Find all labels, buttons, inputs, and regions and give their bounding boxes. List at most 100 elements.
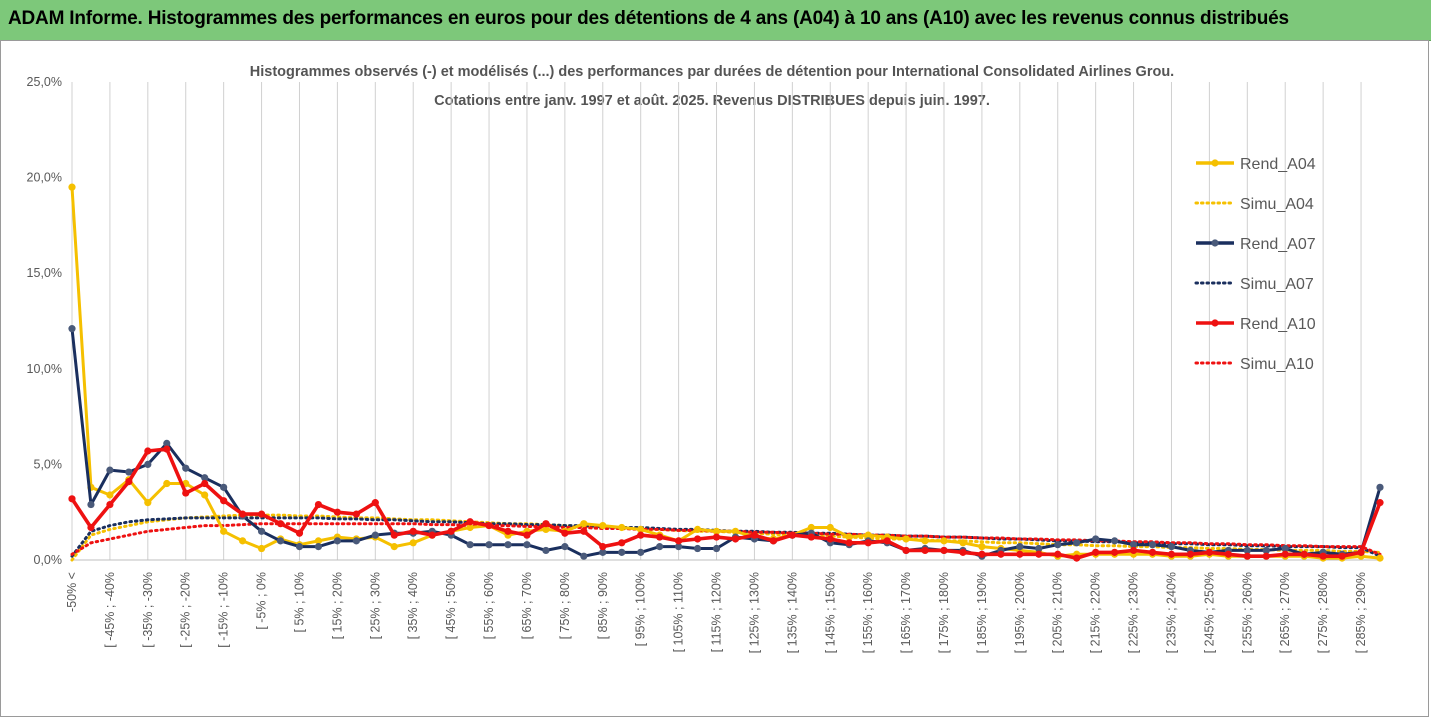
x-tick-label: [ 265% ; 270% [1278, 572, 1292, 653]
data-point [201, 479, 209, 488]
x-tick-label: [ 155% ; 160% [861, 572, 875, 653]
data-point [712, 533, 721, 541]
data-point [409, 539, 417, 547]
data-point [921, 537, 929, 545]
data-point [1035, 550, 1043, 558]
data-point [257, 544, 266, 553]
data-point [447, 527, 455, 535]
data-point [314, 500, 323, 509]
data-point [580, 527, 588, 535]
data-point [1262, 546, 1270, 555]
legend-marker [1211, 159, 1219, 167]
data-point [731, 535, 740, 543]
x-axis-ticks: -50% < [ -45% ; -40% [ -35% ; -30% [ -25% ;… [65, 572, 1368, 653]
legend-label: Simu_A10 [1240, 356, 1314, 373]
data-point [257, 527, 266, 535]
x-tick-label: [ -45% ; -40% [103, 572, 117, 648]
data-point [220, 527, 228, 535]
legend: Rend_A04 Simu_A04 Rend_A07 Simu_A07 Rend_A10… [1194, 156, 1316, 373]
x-tick-label: [ 185% ; 190% [975, 572, 989, 653]
chart-title: Histogrammes observés (-) et modélisés (… [250, 64, 1174, 80]
data-point [1376, 483, 1384, 491]
data-point [845, 539, 853, 547]
y-tick-label: 10,0% [27, 362, 62, 376]
data-point [1073, 539, 1081, 547]
data-point [106, 491, 114, 499]
data-point [1300, 550, 1308, 558]
data-point [580, 520, 588, 528]
data-point [1357, 548, 1365, 556]
data-point [826, 523, 834, 532]
x-tick-label: [ 105% ; 110% [672, 572, 686, 652]
data-point [1224, 550, 1232, 558]
data-point [599, 521, 607, 530]
data-point [295, 543, 304, 551]
data-point [1111, 548, 1119, 556]
y-tick-label: 15,0% [27, 266, 62, 280]
chart-frame [0, 40, 1429, 717]
data-point [1281, 544, 1289, 553]
data-point [87, 523, 95, 532]
data-point [239, 510, 247, 518]
data-point [1319, 552, 1327, 560]
data-point [1111, 537, 1119, 545]
data-point [940, 537, 948, 545]
legend-label: Rend_A04 [1240, 156, 1316, 173]
data-point [637, 548, 645, 556]
x-tick-label: [ 75% ; 80% [558, 572, 572, 639]
y-tick-label: 0,0% [34, 553, 63, 567]
x-tick-label: [ 245% ; 250% [1202, 572, 1216, 653]
report-banner: ADAM Informe. Histogrammes des performan… [0, 0, 1431, 41]
data-point [504, 527, 512, 535]
y-tick-label: 25,0% [27, 75, 62, 89]
data-point [144, 499, 152, 507]
x-tick-label: [ 255% ; 260% [1240, 572, 1254, 653]
data-point [201, 474, 209, 482]
data-point [1205, 548, 1213, 556]
data-point [352, 510, 360, 518]
data-point [883, 537, 891, 545]
data-point [902, 535, 910, 543]
data-point [276, 537, 285, 545]
data-point [618, 548, 626, 556]
data-point [220, 497, 228, 505]
data-point [314, 543, 323, 551]
x-tick-label: [ 55% ; 60% [482, 572, 496, 639]
legend-marker [1211, 239, 1219, 247]
x-tick-label: [ 275% ; 280% [1316, 572, 1330, 653]
data-point [125, 468, 133, 476]
series-rend-a04 [68, 183, 1384, 562]
data-point [656, 543, 664, 551]
data-point [580, 552, 588, 560]
data-point [144, 460, 152, 468]
x-tick-label: [ -35% ; -30% [141, 572, 155, 648]
data-point [1167, 543, 1176, 551]
data-point [371, 499, 379, 507]
series-line [70, 447, 1382, 560]
legend-label: Rend_A10 [1240, 316, 1316, 333]
data-point [1376, 554, 1384, 562]
report-title: ADAM Informe. Histogrammes des performan… [8, 8, 1289, 29]
data-point [1167, 550, 1176, 558]
data-point [978, 550, 986, 558]
data-point [1092, 535, 1100, 543]
data-point [656, 533, 664, 541]
data-point [1243, 552, 1251, 560]
x-tick-label: [ -25% ; -20% [179, 572, 193, 648]
data-point [87, 500, 95, 509]
data-point [106, 466, 114, 474]
data-point [68, 183, 76, 191]
data-point [978, 543, 986, 551]
x-tick-label: [ 25% ; 30% [368, 572, 382, 639]
data-point [1129, 541, 1138, 549]
legend-label: Simu_A04 [1240, 196, 1314, 213]
x-tick-label: [ 135% ; 140% [785, 572, 799, 653]
data-point [314, 537, 323, 545]
data-point [1148, 548, 1157, 556]
x-tick-label: [ 125% ; 130% [747, 572, 761, 653]
data-point [182, 489, 190, 497]
x-tick-label: [ -5% ; 0% [255, 572, 269, 630]
data-point [239, 537, 247, 545]
data-point [125, 478, 133, 486]
data-point [220, 483, 228, 491]
